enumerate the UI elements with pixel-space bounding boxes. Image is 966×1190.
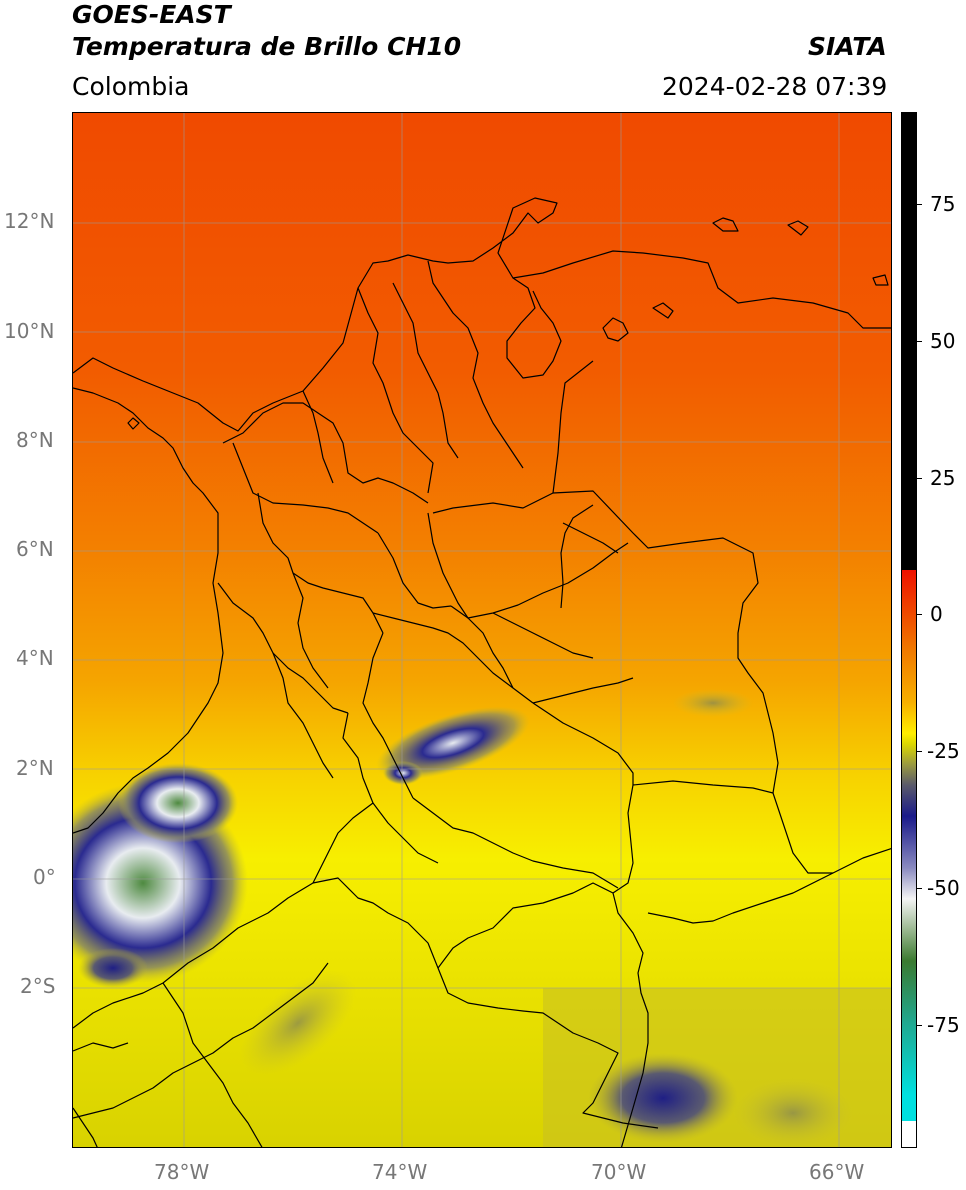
product-title: Temperatura de Brillo CH10 bbox=[72, 32, 462, 61]
datetime-label: 2024-02-28 07:39 bbox=[662, 72, 888, 101]
colorbar-tick-minus25: -25 bbox=[927, 739, 960, 763]
colorbar bbox=[901, 112, 917, 1148]
colorbar-ticks bbox=[917, 0, 927, 1190]
lat-label-4n: 4°N bbox=[16, 646, 54, 670]
lat-label-10n: 10°N bbox=[4, 319, 55, 343]
satellite-map bbox=[72, 112, 892, 1148]
region-label: Colombia bbox=[72, 72, 190, 101]
colorbar-tick-minus50: -50 bbox=[927, 876, 960, 900]
lon-label-70w: 70°W bbox=[591, 1160, 647, 1184]
colorbar-tick-50: 50 bbox=[930, 329, 956, 353]
cloud-cluster-central bbox=[376, 706, 530, 780]
lat-label-8n: 8°N bbox=[16, 428, 54, 452]
cloud-cluster-southeast bbox=[588, 1053, 738, 1143]
map-gridlines bbox=[73, 113, 891, 1147]
lon-label-66w: 66°W bbox=[809, 1160, 865, 1184]
map-image bbox=[73, 113, 891, 1147]
colorbar-tick-0: 0 bbox=[930, 602, 943, 626]
lat-label-0: 0° bbox=[33, 865, 56, 889]
lat-label-6n: 6°N bbox=[16, 537, 54, 561]
political-borders bbox=[73, 197, 891, 1147]
lat-label-2s: 2°S bbox=[20, 974, 56, 998]
satellite-title: GOES-EAST bbox=[72, 0, 231, 29]
colorbar-tick-25: 25 bbox=[930, 466, 956, 490]
lon-label-78w: 78°W bbox=[154, 1160, 210, 1184]
agency-label: SIATA bbox=[808, 32, 887, 61]
lat-label-12n: 12°N bbox=[4, 209, 55, 233]
colorbar-tick-minus75: -75 bbox=[927, 1013, 960, 1037]
map-background bbox=[73, 113, 891, 1147]
lat-label-2n: 2°N bbox=[16, 756, 54, 780]
colorbar-gradient bbox=[902, 113, 916, 1147]
colorbar-tick-75: 75 bbox=[930, 192, 956, 216]
lon-label-74w: 74°W bbox=[372, 1160, 428, 1184]
